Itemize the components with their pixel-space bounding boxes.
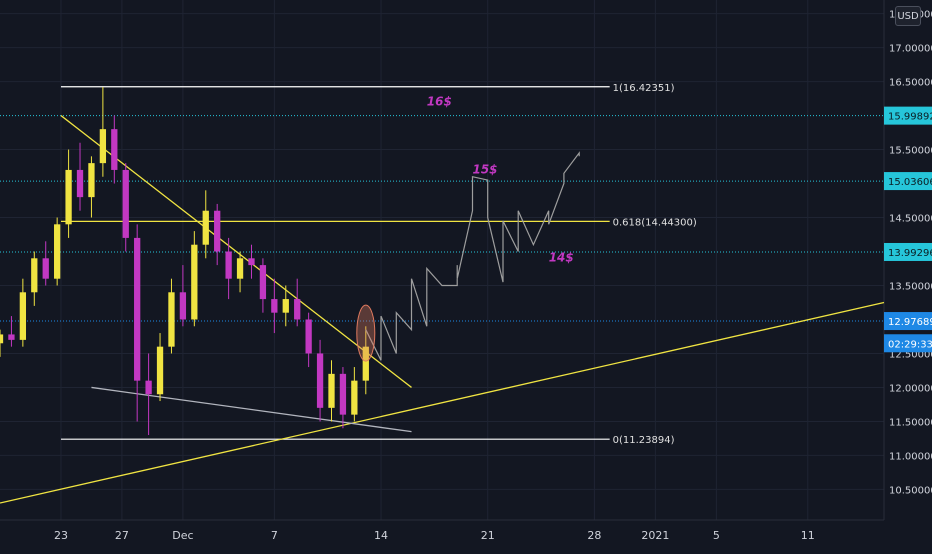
y-tick-label: 11.00000 (889, 451, 932, 462)
x-tick-label: 7 (271, 529, 278, 542)
x-tick-label: 5 (713, 529, 720, 542)
candle-body (168, 292, 175, 347)
trendline-lower-wedge (91, 386, 412, 433)
candle-body (0, 334, 4, 344)
candle-body (259, 265, 267, 300)
candle-body (248, 258, 255, 266)
price-badge-label: 12.97689 (888, 317, 932, 328)
y-tick-label: 10.50000 (889, 485, 932, 496)
y-tick-label: 13.50000 (889, 281, 932, 292)
candle-body (122, 169, 129, 238)
currency-button[interactable]: USD (895, 6, 921, 26)
y-tick-label: 12.00000 (889, 383, 932, 394)
price-badge (884, 106, 932, 125)
fib-levels: 1(16.42351) 0.618(14.44300) 0(11.23894) (0, 83, 884, 446)
countdown-badge-label: 02:29:33 (888, 339, 932, 350)
candle-body (42, 258, 49, 279)
candle-body (156, 346, 164, 395)
countdown-badge (884, 334, 932, 353)
price-badge-label: 15.03606 (888, 177, 932, 188)
trendline-descending-resistance (60, 115, 412, 388)
x-tick-label: 14 (374, 529, 388, 542)
price-badge (884, 172, 932, 191)
candle-body (328, 373, 335, 408)
projection-path (365, 151, 580, 361)
candle-body (316, 353, 324, 408)
highlight-ellipse (356, 304, 376, 362)
candle-body (271, 299, 278, 313)
x-tick-label: 2021 (641, 529, 669, 542)
candle-body (305, 319, 312, 354)
price-badge-label: 13.99296 (888, 248, 932, 259)
candle-body (88, 163, 95, 198)
x-tick-label: Dec (172, 529, 193, 542)
trendlines (0, 115, 885, 504)
price-badge-label: 15.99892 (888, 112, 932, 123)
x-tick-label: 11 (801, 529, 815, 542)
candle-body (225, 251, 232, 279)
grid (0, 0, 884, 520)
y-tick-label: 15.50000 (889, 146, 932, 157)
candle-body (202, 210, 209, 245)
x-tick-label: 28 (587, 529, 601, 542)
annotation-label: 14$ (549, 251, 574, 265)
price-badge (884, 242, 932, 261)
candle-body (76, 169, 84, 198)
y-tick-label: 17.00000 (889, 44, 932, 55)
candle-body (145, 380, 152, 395)
candle-body (179, 292, 187, 320)
y-tick-label: 11.50000 (889, 417, 932, 428)
candle-body (191, 244, 198, 320)
x-tick-label: 27 (115, 529, 129, 542)
level-label: 1(16.42351) (613, 83, 675, 94)
price-badge (884, 312, 932, 331)
candle-body (282, 299, 289, 313)
candle-body (294, 299, 301, 320)
y-tick-label: 12.50000 (889, 349, 932, 360)
level-label: 0.618(14.44300) (613, 217, 697, 228)
y-tick-label: 16.50000 (889, 78, 932, 89)
trendline-ascending-support (0, 301, 885, 504)
candle-body (19, 292, 27, 340)
candle-body (351, 380, 358, 415)
x-tick-label: 21 (481, 529, 495, 542)
x-tick-label: 23 (54, 529, 68, 542)
level-label: 0(11.23894) (613, 435, 675, 446)
candle-body (99, 129, 107, 164)
candle-body (54, 224, 61, 279)
projection (365, 151, 580, 361)
price-axis-background (884, 0, 932, 550)
candle-body (134, 237, 141, 381)
annotation-label: 16$ (427, 94, 452, 108)
candle-body (214, 210, 221, 252)
time-axis[interactable]: 23 27 Dec 7 14 21 28 2021 5 11 (54, 529, 815, 542)
candle-body (31, 258, 38, 293)
candle-body (65, 169, 72, 225)
candles (0, 87, 369, 436)
candle-body (111, 129, 118, 170)
annotation-label: 15$ (472, 162, 497, 176)
candle-body (339, 373, 347, 415)
price-badges: 15.99892 15.03606 13.99296 12.97689 02:29:33 (884, 106, 932, 353)
candle-body (362, 346, 369, 381)
candle-body (8, 334, 15, 340)
annotations: 16$ 15$ 14$ (356, 94, 574, 362)
y-tick-label: 14.50000 (889, 214, 932, 225)
candle-body (236, 258, 244, 279)
